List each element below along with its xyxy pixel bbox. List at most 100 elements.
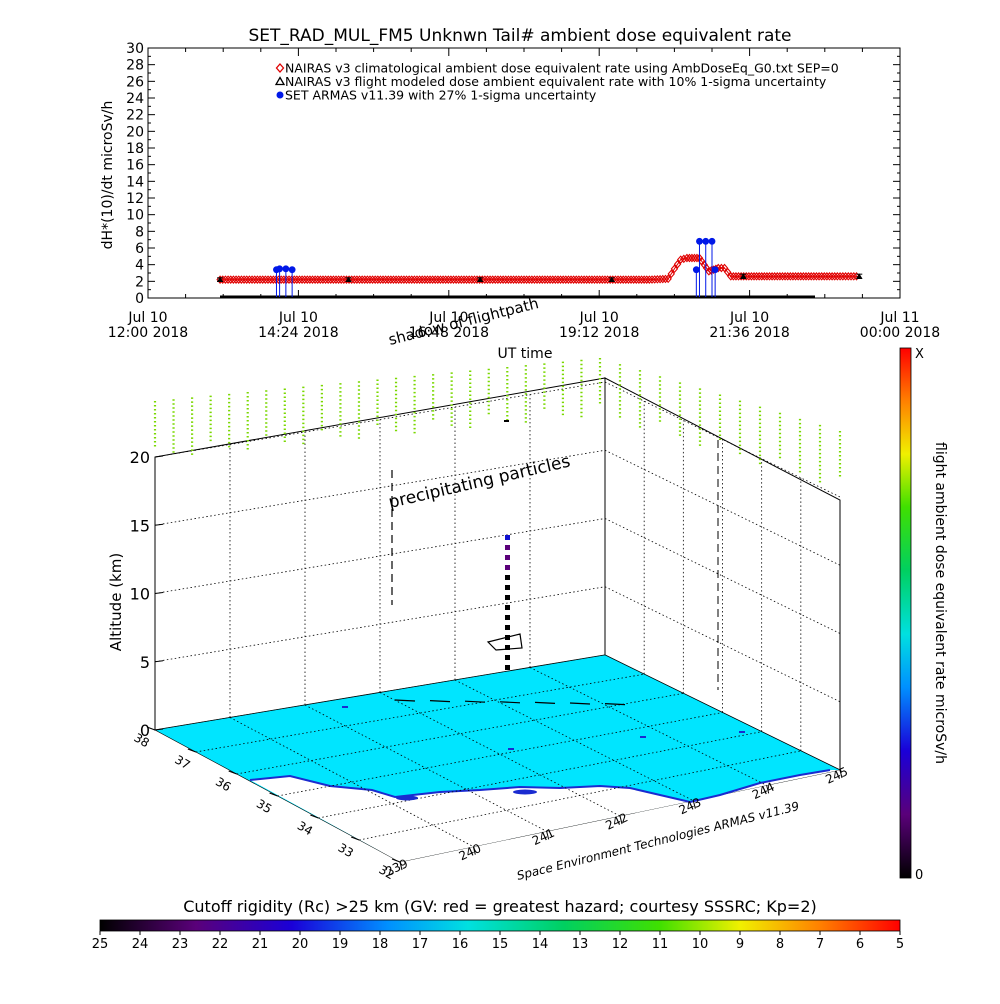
data-point [258, 275, 267, 285]
data-point [791, 271, 800, 281]
data-point [601, 275, 609, 285]
flight-sample [505, 575, 510, 580]
flight-path [391, 420, 719, 690]
flight-sample [505, 555, 510, 560]
data-point [765, 271, 774, 281]
data-point [745, 271, 753, 281]
chart-title: SET_RAD_MUL_FM5 Unknwn Tail# ambient dos… [249, 26, 792, 46]
floor-mark [513, 789, 537, 795]
data-point [632, 275, 641, 285]
lat-tick-label: 32 [377, 862, 397, 882]
data-point [856, 273, 863, 279]
data-point [410, 275, 419, 285]
y-tick-label: 2 [135, 274, 144, 290]
data-point [303, 275, 312, 285]
data-point [696, 237, 703, 245]
data-point [637, 275, 646, 285]
data-point [564, 275, 573, 285]
data-point [667, 269, 675, 279]
data-point [298, 275, 306, 285]
z-tick-label: 0 [140, 721, 150, 740]
data-point [692, 266, 700, 274]
lat-tick [146, 726, 156, 731]
data-point [688, 253, 696, 263]
rigidity-tick-label: 21 [252, 937, 269, 952]
flight-sample [505, 605, 510, 610]
data-point [815, 271, 823, 281]
data-point [457, 275, 466, 285]
data-point [407, 275, 416, 285]
data-point [533, 275, 541, 285]
data-point [844, 271, 853, 281]
data-point [619, 275, 627, 285]
z-tick-label: 10 [130, 585, 150, 604]
floor-grid-line [304, 704, 547, 832]
rigidity-tick-label: 18 [372, 937, 389, 952]
data-point [269, 275, 278, 285]
data-point [685, 253, 694, 263]
data-point [423, 275, 432, 285]
rigidity-title: Cutoff rigidity (Rc) >25 km (GV: red = g… [183, 897, 817, 916]
data-point [804, 271, 813, 281]
z-tick [154, 455, 164, 458]
z-tick-label: 5 [140, 653, 150, 672]
data-point [300, 275, 309, 285]
data-point [758, 271, 766, 281]
flight-sample [505, 545, 510, 550]
legend-marker [276, 91, 284, 99]
x-tick-label: Jul 11 [879, 310, 919, 326]
data-point [234, 275, 243, 285]
z-tick [154, 660, 164, 663]
data-point [462, 275, 471, 285]
data-point [708, 237, 716, 245]
legend-marker [275, 63, 285, 73]
data-point [580, 275, 588, 285]
shadow-dash [464, 700, 486, 703]
data-point [345, 276, 352, 282]
data-point [242, 275, 251, 285]
data-point [562, 275, 570, 285]
data-point [308, 275, 317, 285]
data-point [413, 275, 421, 285]
data-point [593, 275, 601, 285]
dose-colorbar-title: flight ambient dose equivalent rate micr… [932, 442, 948, 764]
rigidity-tick-label: 16 [452, 937, 469, 952]
data-point [656, 274, 664, 284]
y-tick-label: 18 [126, 141, 144, 157]
data-point [693, 253, 701, 263]
data-point [640, 275, 648, 285]
data-point [261, 275, 270, 285]
data-point [535, 275, 544, 285]
z-axis-label: Altitude (km) [107, 553, 125, 651]
series-nairas-flight-modeled [217, 273, 863, 282]
data-point [833, 271, 842, 281]
flight-sample [505, 665, 510, 670]
rigidity-tick-label: 23 [172, 937, 189, 952]
data-point [216, 275, 224, 285]
data-point [226, 275, 235, 285]
data-point [783, 271, 792, 281]
data-point [711, 266, 719, 274]
data-point [797, 271, 805, 281]
data-point [850, 271, 858, 281]
data-point [577, 275, 586, 285]
data-point [847, 271, 855, 281]
data-point [250, 275, 259, 285]
data-point [360, 275, 369, 285]
data-point [324, 275, 332, 285]
y-tick-label: 24 [126, 91, 144, 107]
data-point [522, 275, 531, 285]
data-point [773, 271, 782, 281]
data-point [415, 275, 424, 285]
data-point [755, 271, 763, 281]
x-tick-label: Jul 10 [127, 310, 167, 326]
data-point [680, 254, 688, 264]
data-point [776, 271, 784, 281]
rigidity-tick-label: 15 [492, 937, 509, 952]
data-point [313, 275, 322, 285]
data-point [266, 275, 275, 285]
y-tick-label: 20 [126, 124, 144, 140]
data-point [311, 275, 319, 285]
data-point [293, 275, 301, 285]
coastline-edge [249, 769, 831, 804]
